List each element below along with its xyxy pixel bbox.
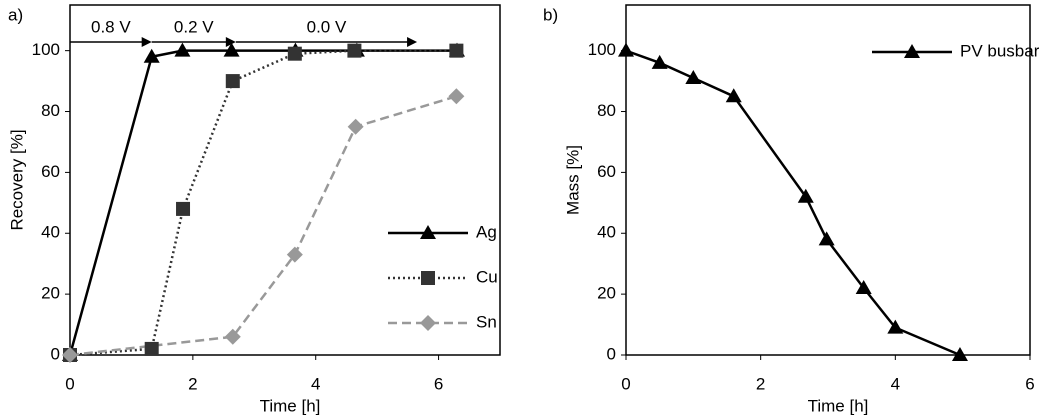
y-axis-label: Recovery [%] bbox=[7, 129, 26, 230]
marker bbox=[223, 42, 240, 57]
marker bbox=[174, 42, 191, 57]
series-line bbox=[625, 49, 961, 357]
x-tick-label: 6 bbox=[1025, 374, 1034, 393]
marker bbox=[225, 74, 240, 89]
y-tick-label: 40 bbox=[41, 223, 60, 242]
marker bbox=[176, 201, 191, 216]
marker bbox=[618, 42, 634, 57]
x-tick-label: 2 bbox=[756, 374, 765, 393]
y-tick-label: 60 bbox=[41, 162, 60, 181]
marker bbox=[797, 188, 814, 203]
y-tick-label: 80 bbox=[41, 101, 60, 120]
marker bbox=[286, 246, 303, 263]
x-axis-label: Time [h] bbox=[808, 396, 869, 415]
marker bbox=[62, 347, 78, 363]
marker bbox=[421, 271, 435, 285]
marker bbox=[420, 225, 436, 239]
series-line bbox=[69, 49, 457, 357]
x-tick-label: 4 bbox=[891, 374, 900, 393]
x-tick-label: 4 bbox=[311, 374, 320, 393]
marker bbox=[449, 43, 464, 58]
y-tick-label: 80 bbox=[597, 101, 616, 120]
legend-label: Ag bbox=[476, 222, 497, 241]
panel-label: a) bbox=[8, 5, 23, 24]
x-tick-label: 6 bbox=[434, 374, 443, 393]
arrow-head bbox=[407, 37, 418, 47]
y-tick-label: 20 bbox=[41, 284, 60, 303]
x-axis-label: Time [h] bbox=[260, 396, 321, 415]
marker bbox=[651, 54, 668, 69]
x-tick-label: 0 bbox=[621, 374, 630, 393]
y-tick-label: 40 bbox=[597, 223, 616, 242]
annotation-text: 0.0 V bbox=[307, 17, 347, 36]
annotation-text: 0.2 V bbox=[174, 17, 214, 36]
plot-frame bbox=[625, 4, 1031, 356]
marker bbox=[887, 319, 904, 334]
arrow-head bbox=[225, 37, 236, 47]
x-tick-label: 0 bbox=[65, 374, 74, 393]
y-tick-label: 100 bbox=[32, 40, 60, 59]
x-tick-label: 2 bbox=[188, 374, 197, 393]
series-line bbox=[69, 95, 457, 357]
marker bbox=[144, 341, 159, 356]
legend-label: Sn bbox=[476, 312, 497, 331]
marker bbox=[725, 88, 742, 103]
plot-frame bbox=[69, 4, 501, 356]
series-line bbox=[68, 49, 457, 356]
y-axis-label: Mass [%] bbox=[563, 145, 582, 215]
legend-label: PV busbar bbox=[960, 41, 1039, 60]
y-tick-label: 20 bbox=[597, 284, 616, 303]
marker bbox=[224, 328, 241, 345]
marker bbox=[347, 118, 364, 135]
marker bbox=[951, 347, 968, 361]
marker bbox=[347, 43, 362, 58]
annotation-text: 0.8 V bbox=[91, 17, 131, 36]
y-tick-label: 60 bbox=[597, 162, 616, 181]
marker bbox=[448, 88, 465, 105]
y-tick-label: 100 bbox=[588, 40, 616, 59]
panel-label: b) bbox=[543, 5, 558, 24]
marker bbox=[855, 280, 872, 295]
y-tick-label: 0 bbox=[51, 344, 60, 363]
legend-label: Cu bbox=[476, 267, 498, 286]
marker bbox=[287, 46, 302, 61]
marker bbox=[904, 44, 920, 58]
arrow-head bbox=[141, 37, 152, 47]
y-tick-label: 0 bbox=[607, 344, 616, 363]
marker bbox=[143, 48, 160, 63]
marker bbox=[420, 315, 436, 331]
marker bbox=[685, 70, 702, 85]
marker bbox=[818, 231, 835, 246]
